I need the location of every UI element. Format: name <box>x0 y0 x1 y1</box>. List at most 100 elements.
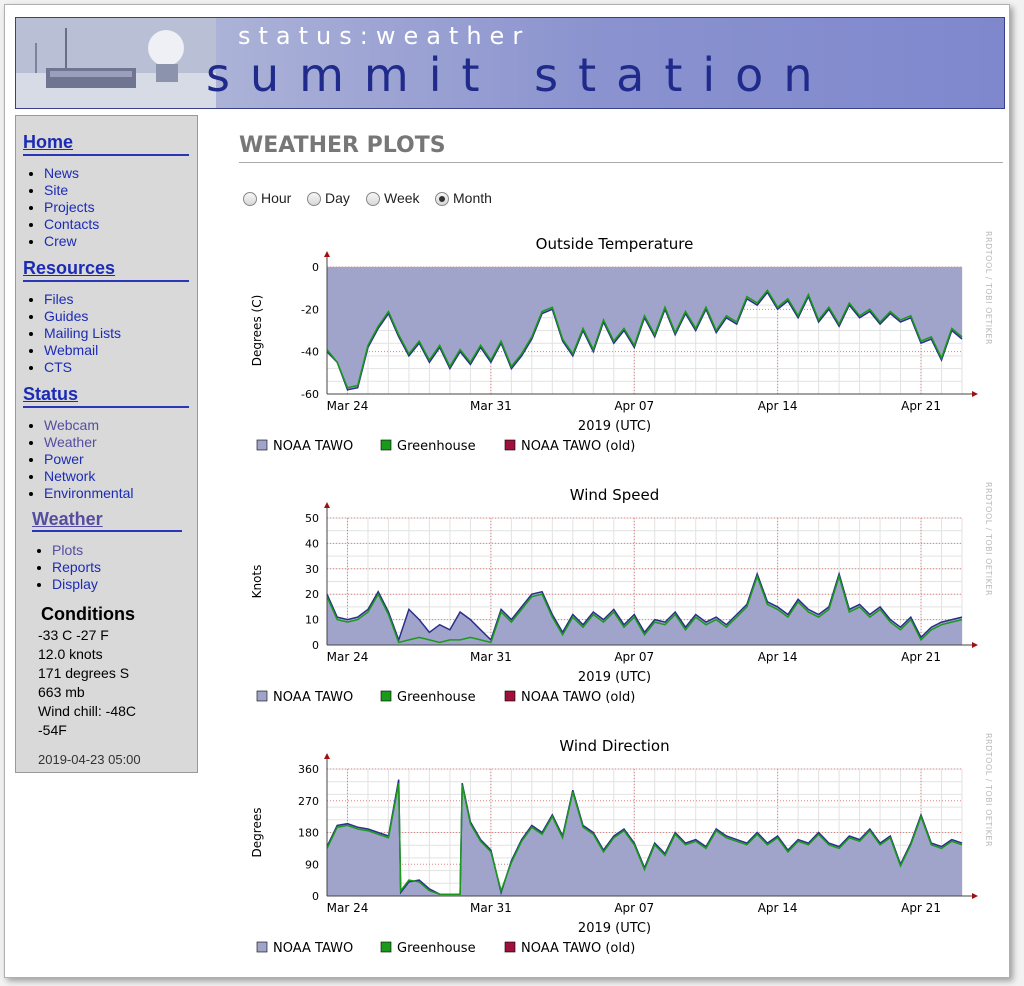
nav-item-network[interactable]: Network <box>44 468 134 485</box>
nav-heading-home[interactable]: Home <box>23 132 189 156</box>
legend-swatch-0 <box>256 690 268 702</box>
legend-label: Greenhouse <box>397 941 476 956</box>
radio-icon[interactable] <box>307 192 321 207</box>
legend-swatch-2 <box>504 690 516 702</box>
nav-item-webmail[interactable]: Webmail <box>44 342 121 359</box>
chart-2: Wind Direction 360 270 180 90 0 Mar 24 Mar 31 Ap… <box>250 733 993 956</box>
nav-item-contacts[interactable]: Contacts <box>44 216 99 233</box>
rrdtool-watermark: RRDTOOL / TOBI OETIKER <box>984 482 993 596</box>
radio-icon[interactable] <box>366 192 380 207</box>
radio-icon[interactable] <box>243 192 257 207</box>
y-axis-arrow <box>324 251 330 257</box>
legend-label: NOAA TAWO (old) <box>521 690 635 705</box>
range-week-radio[interactable]: Week <box>366 190 420 207</box>
x-axis-arrow <box>972 391 978 397</box>
y-axis-arrow <box>324 502 330 508</box>
y-tick-label: 0 <box>312 890 319 903</box>
range-day-radio[interactable]: Day <box>307 190 350 207</box>
series-line-greenhouse <box>326 782 963 895</box>
nav-heading-weather[interactable]: Weather <box>32 509 182 532</box>
y-tick-label: 30 <box>305 563 319 576</box>
y-tick-label: -20 <box>301 303 319 316</box>
x-tick-label: Apr 14 <box>758 650 798 664</box>
nav-item-plots[interactable]: Plots <box>52 542 101 559</box>
banner-photo <box>16 18 216 108</box>
x-tick-label: Mar 24 <box>327 650 369 664</box>
x-tick-label: Apr 07 <box>614 650 654 664</box>
y-tick-label: -40 <box>301 346 319 359</box>
x-tick-label: Mar 31 <box>470 901 512 915</box>
legend-swatch-0 <box>256 941 268 953</box>
nav-item-display[interactable]: Display <box>52 576 101 593</box>
nav-item-power[interactable]: Power <box>44 451 134 468</box>
series-line-noaa-tawo <box>326 779 963 896</box>
x-axis-arrow <box>972 642 978 648</box>
y-tick-label: 360 <box>298 763 319 776</box>
condition-pressure: 663 mb <box>38 684 85 700</box>
y-tick-label: 270 <box>298 795 319 808</box>
range-month-radio[interactable]: Month <box>435 190 492 207</box>
y-tick-label: 180 <box>298 827 319 840</box>
nav-item-webcam[interactable]: Webcam <box>44 417 134 434</box>
legend-swatch-1 <box>380 439 392 451</box>
sidebar: Home News Site Projects Contacts Crew Re… <box>15 115 198 773</box>
x-tick-label: Mar 31 <box>470 399 512 413</box>
nav-item-reports[interactable]: Reports <box>52 559 101 576</box>
nav-item-crew[interactable]: Crew <box>44 233 99 250</box>
legend-swatch-2 <box>504 439 516 451</box>
nav-item-guides[interactable]: Guides <box>44 308 121 325</box>
rrdtool-watermark: RRDTOOL / TOBI OETIKER <box>984 231 993 345</box>
chart-title: Wind Speed <box>570 486 660 504</box>
rrdtool-watermark: RRDTOOL / TOBI OETIKER <box>984 733 993 847</box>
legend-label: NOAA TAWO <box>273 941 353 956</box>
legend-label: Greenhouse <box>397 439 476 454</box>
y-tick-label: 0 <box>312 639 319 652</box>
nav-heading-status[interactable]: Status <box>23 384 189 408</box>
nav-list-resources: Files Guides Mailing Lists Webmail CTS <box>34 291 121 376</box>
nav-item-environmental[interactable]: Environmental <box>44 485 134 502</box>
nav-heading-resources[interactable]: Resources <box>23 258 189 282</box>
x-tick-label: Apr 14 <box>758 901 798 915</box>
legend-label: NOAA TAWO <box>273 439 353 454</box>
nav-item-cts[interactable]: CTS <box>44 359 121 376</box>
conditions-heading: Conditions <box>41 604 135 624</box>
y-axis-arrow <box>324 753 330 759</box>
nav-item-news[interactable]: News <box>44 165 99 182</box>
x-axis-label: 2019 (UTC) <box>578 921 651 936</box>
legend-swatch-1 <box>380 941 392 953</box>
y-tick-label: 40 <box>305 537 319 550</box>
conditions-timestamp: 2019-04-23 05:00 <box>38 752 141 767</box>
x-axis-arrow <box>972 893 978 899</box>
y-axis-label: Degrees (C) <box>250 295 264 366</box>
x-tick-label: Apr 14 <box>758 399 798 413</box>
nav-item-weather[interactable]: Weather <box>44 434 134 451</box>
nav-list-home: News Site Projects Contacts Crew <box>34 165 99 250</box>
plots-area: Outside Temperature 0 -20 -40 -60 Mar 24 Mar 3… <box>250 231 993 956</box>
nav-item-mailing-lists[interactable]: Mailing Lists <box>44 325 121 342</box>
radio-checked-icon[interactable] <box>435 192 449 207</box>
range-hour-radio[interactable]: Hour <box>243 190 291 207</box>
nav-item-site[interactable]: Site <box>44 182 99 199</box>
x-tick-label: Apr 21 <box>901 901 941 915</box>
nav-list-weather: Plots Reports Display <box>42 542 101 593</box>
x-tick-label: Mar 31 <box>470 650 512 664</box>
legend-label: NOAA TAWO (old) <box>521 941 635 956</box>
series-area-noaa-tawo <box>327 267 962 390</box>
page-title: WEATHER PLOTS <box>239 133 446 158</box>
nav-item-files[interactable]: Files <box>44 291 121 308</box>
chart-title: Outside Temperature <box>536 235 694 253</box>
nav-list-status: Webcam Weather Power Network Environment… <box>34 417 134 502</box>
site-banner: status:weather summit station <box>15 17 1005 109</box>
title-divider <box>239 162 1003 163</box>
y-axis-label: Knots <box>250 565 264 599</box>
condition-wind-chill-f: -54F <box>38 722 67 738</box>
x-tick-label: Apr 21 <box>901 399 941 413</box>
nav-item-projects[interactable]: Projects <box>44 199 99 216</box>
chart-0: Outside Temperature 0 -20 -40 -60 Mar 24 Mar 3… <box>250 231 993 454</box>
x-axis-label: 2019 (UTC) <box>578 670 651 685</box>
banner-subtitle: status:weather <box>238 22 531 50</box>
y-axis-label: Degrees <box>250 808 264 858</box>
legend-label: Greenhouse <box>397 690 476 705</box>
x-tick-label: Mar 24 <box>327 901 369 915</box>
legend-swatch-1 <box>380 690 392 702</box>
